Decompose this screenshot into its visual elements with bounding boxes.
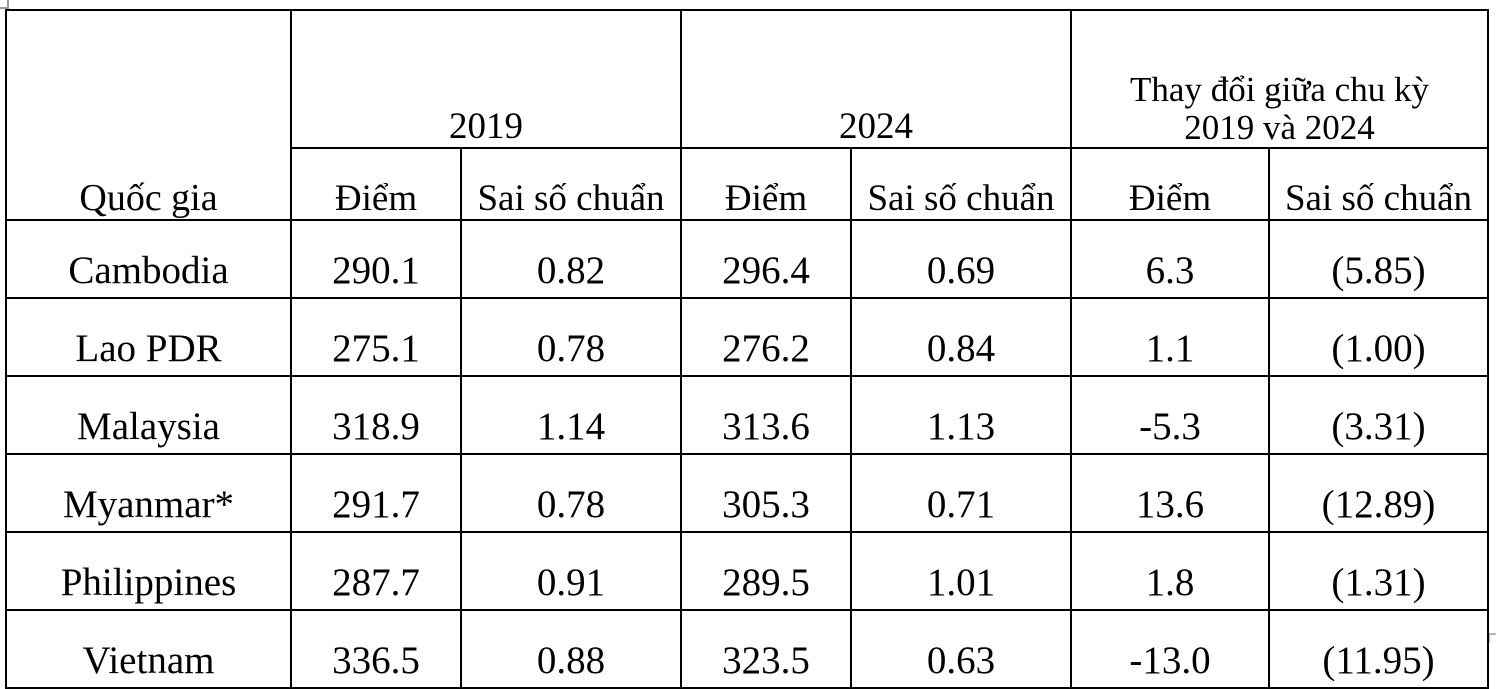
cell-score-2019: 290.1 <box>290 219 462 299</box>
cell-change-se: (3.31) <box>1268 375 1489 455</box>
cell-se-2019: 0.78 <box>460 297 682 377</box>
cell-country: Cambodia <box>5 219 292 299</box>
cell-score-2019: 318.9 <box>290 375 462 455</box>
cell-change-se: (12.89) <box>1268 453 1489 533</box>
table-head: Quốc gia 2019 2024 Thay đổi giữa chu kỳ … <box>5 9 1489 221</box>
results-table: Quốc gia 2019 2024 Thay đổi giữa chu kỳ … <box>5 9 1489 689</box>
cell-se-2019: 0.91 <box>460 531 682 611</box>
cell-country: Philippines <box>5 531 292 611</box>
cell-score-2024: 305.3 <box>680 453 852 533</box>
cell-se-2019: 0.78 <box>460 453 682 533</box>
header-group-2019: 2019 <box>290 9 682 149</box>
cell-score-2024: 323.5 <box>680 609 852 689</box>
cell-se-2024: 0.84 <box>850 297 1072 377</box>
cell-se-2024: 0.69 <box>850 219 1072 299</box>
table-row: Cambodia 290.1 0.82 296.4 0.69 6.3 (5.85… <box>5 219 1489 299</box>
cell-se-2024: 0.71 <box>850 453 1072 533</box>
table-row: Malaysia 318.9 1.14 313.6 1.13 -5.3 (3.3… <box>5 375 1489 455</box>
cell-change-score: -13.0 <box>1070 609 1270 689</box>
table-row: Lao PDR 275.1 0.78 276.2 0.84 1.1 (1.00) <box>5 297 1489 377</box>
cell-change-score: 1.1 <box>1070 297 1270 377</box>
header-change-se: Sai số chuẩn <box>1268 147 1489 221</box>
selection-handle-artifact-top-left <box>0 0 9 9</box>
cell-country: Myanmar* <box>5 453 292 533</box>
cell-score-2024: 296.4 <box>680 219 852 299</box>
cell-se-2024: 1.13 <box>850 375 1072 455</box>
table-row: Vietnam 336.5 0.88 323.5 0.63 -13.0 (11.… <box>5 609 1489 689</box>
cell-change-se: (1.31) <box>1268 531 1489 611</box>
header-group-2024: 2024 <box>680 9 1072 149</box>
header-2024-se: Sai số chuẩn <box>850 147 1072 221</box>
cell-country: Vietnam <box>5 609 292 689</box>
cell-country: Malaysia <box>5 375 292 455</box>
table-row: Philippines 287.7 0.91 289.5 1.01 1.8 (1… <box>5 531 1489 611</box>
cell-score-2024: 313.6 <box>680 375 852 455</box>
header-2019-score: Điểm <box>290 147 462 221</box>
table-row: Myanmar* 291.7 0.78 305.3 0.71 13.6 (12.… <box>5 453 1489 533</box>
cell-change-score: 13.6 <box>1070 453 1270 533</box>
cell-se-2019: 0.82 <box>460 219 682 299</box>
header-row-groups: Quốc gia 2019 2024 Thay đổi giữa chu kỳ … <box>5 9 1489 221</box>
cell-change-se: (11.95) <box>1268 609 1489 689</box>
cell-change-score: 6.3 <box>1070 219 1270 299</box>
header-change-score: Điểm <box>1070 147 1270 221</box>
cell-se-2024: 0.63 <box>850 609 1072 689</box>
cell-change-score: 1.8 <box>1070 531 1270 611</box>
cell-change-score: -5.3 <box>1070 375 1270 455</box>
cell-country: Lao PDR <box>5 297 292 377</box>
header-group-change-line2: 2019 và 2024 <box>1184 108 1375 148</box>
cell-score-2024: 289.5 <box>680 531 852 611</box>
cell-score-2019: 275.1 <box>290 297 462 377</box>
cell-score-2019: 287.7 <box>290 531 462 611</box>
header-group-change-line1: Thay đổi giữa chu kỳ <box>1130 70 1429 110</box>
cell-score-2024: 276.2 <box>680 297 852 377</box>
header-row-subcolumns: Điểm Sai số chuẩn Điểm Sai số chuẩn Điểm… <box>6 147 1489 221</box>
selection-handle-artifact-bottom-right <box>1488 633 1496 642</box>
header-2019-se: Sai số chuẩn <box>460 147 682 221</box>
header-group-change: Thay đổi giữa chu kỳ 2019 và 2024 <box>1070 9 1489 149</box>
header-2024-score: Điểm <box>680 147 852 221</box>
table-body: Cambodia 290.1 0.82 296.4 0.69 6.3 (5.85… <box>5 219 1489 689</box>
cell-se-2019: 0.88 <box>460 609 682 689</box>
cell-score-2019: 291.7 <box>290 453 462 533</box>
cell-se-2019: 1.14 <box>460 375 682 455</box>
cell-se-2024: 1.01 <box>850 531 1072 611</box>
cell-score-2019: 336.5 <box>290 609 462 689</box>
header-country: Quốc gia <box>5 9 292 221</box>
cell-change-se: (1.00) <box>1268 297 1489 377</box>
cell-change-se: (5.85) <box>1268 219 1489 299</box>
